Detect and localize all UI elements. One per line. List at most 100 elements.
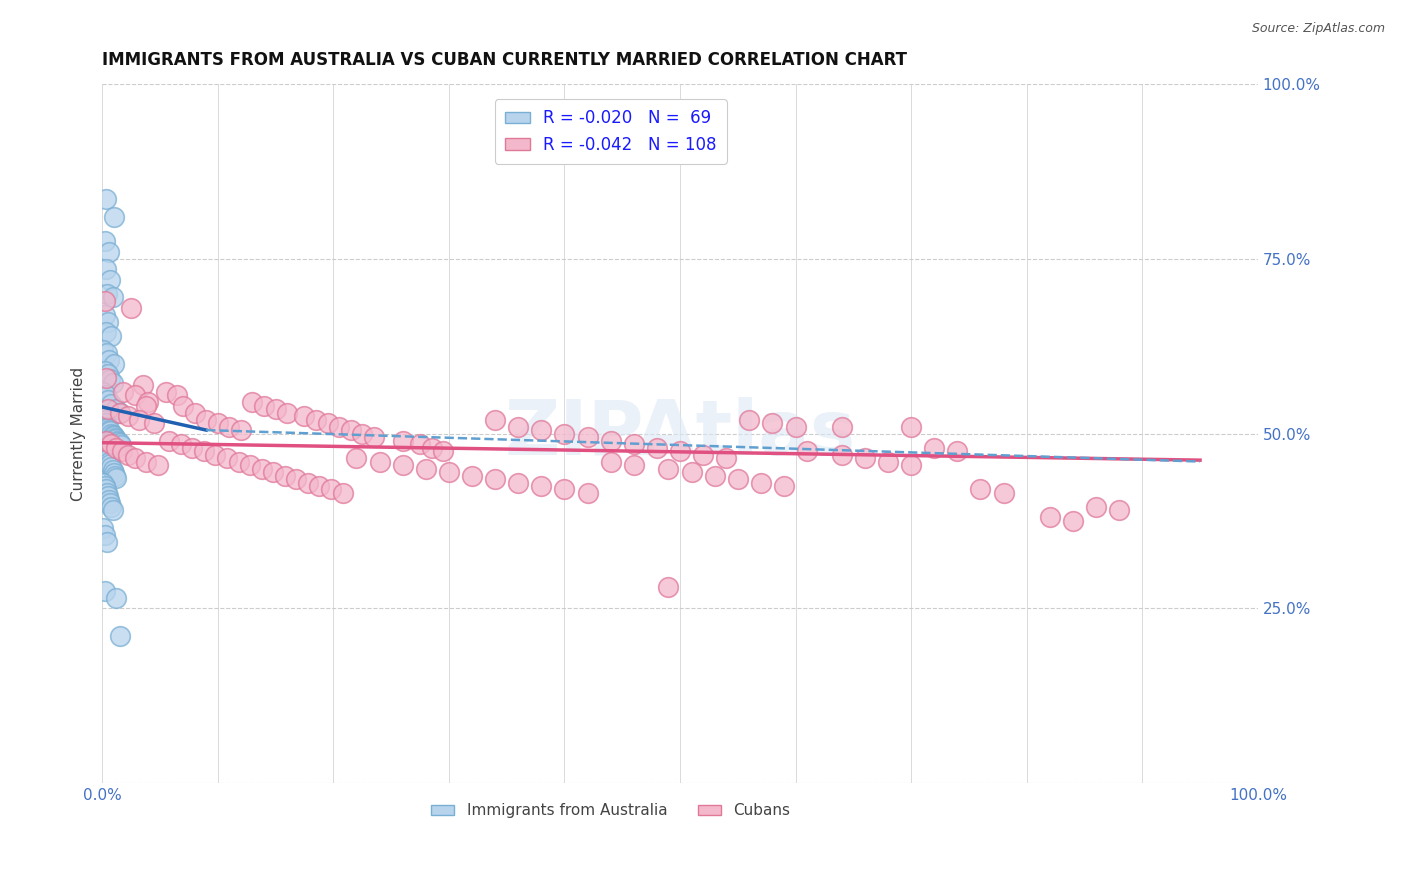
Point (553, 426, 575, 441)
Point (117, 448, 139, 462)
Point (157, 434, 180, 448)
Point (415, 461, 437, 475)
Point (93, 441, 115, 455)
Point (669, 444, 692, 458)
Point (94, 388, 117, 402)
Point (97, 402, 120, 417)
Point (391, 434, 413, 448)
Legend: Immigrants from Australia, Cubans: Immigrants from Australia, Cubans (426, 797, 796, 824)
Point (657, 580, 679, 594)
Point (922, 441, 945, 455)
Point (508, 475, 530, 490)
Point (128, 412, 150, 426)
Point (93, 443, 115, 458)
Point (143, 416, 166, 430)
Point (253, 399, 276, 413)
Point (96, 419, 118, 434)
Point (877, 454, 900, 468)
Point (193, 444, 215, 458)
Point (93, 521, 115, 535)
Point (229, 423, 252, 437)
Point (761, 416, 783, 430)
Point (796, 444, 818, 458)
Point (727, 472, 749, 486)
Point (105, 441, 128, 455)
Point (218, 419, 240, 434)
Point (98, 496, 121, 510)
Point (831, 419, 853, 434)
Point (328, 419, 350, 434)
Point (124, 451, 146, 466)
Point (97, 367, 120, 381)
Point (94, 446, 117, 460)
Point (97, 451, 120, 466)
Point (103, 210, 125, 224)
Point (308, 479, 330, 493)
Point (101, 376, 124, 391)
Point (97, 392, 120, 407)
Text: ZIPAtlas: ZIPAtlas (505, 397, 856, 471)
Point (297, 475, 319, 490)
Point (207, 416, 229, 430)
Point (508, 419, 530, 434)
Point (285, 472, 308, 486)
Point (111, 444, 134, 458)
Point (124, 388, 146, 402)
Point (692, 448, 714, 462)
Point (900, 458, 922, 472)
Point (108, 629, 131, 643)
Point (181, 441, 204, 455)
Point (93, 412, 115, 426)
Point (530, 479, 553, 493)
Point (93, 308, 115, 322)
Point (294, 409, 316, 423)
Point (135, 454, 157, 468)
Point (105, 591, 128, 605)
Point (93, 528, 115, 542)
Point (432, 444, 454, 458)
Point (172, 399, 194, 413)
Point (97, 490, 120, 504)
Point (94, 193, 117, 207)
Point (657, 461, 679, 475)
Point (339, 423, 361, 437)
Text: IMMIGRANTS FROM AUSTRALIA VS CUBAN CURRENTLY MARRIED CORRELATION CHART: IMMIGRANTS FROM AUSTRALIA VS CUBAN CURRE… (103, 51, 907, 69)
Point (461, 468, 484, 483)
Point (93, 343, 115, 357)
Point (305, 412, 328, 426)
Point (264, 402, 287, 417)
Point (96, 486, 118, 500)
Point (98, 244, 121, 259)
Point (703, 468, 725, 483)
Point (103, 357, 125, 371)
Point (105, 434, 128, 448)
Point (645, 441, 668, 455)
Point (120, 301, 142, 315)
Point (332, 486, 354, 500)
Point (100, 397, 122, 411)
Point (599, 434, 621, 448)
Point (738, 412, 761, 426)
Point (853, 451, 876, 466)
Point (108, 436, 131, 450)
Point (96, 535, 118, 549)
Point (946, 444, 969, 458)
Point (105, 432, 128, 446)
Point (599, 454, 621, 468)
Point (773, 479, 796, 493)
Point (107, 434, 129, 449)
Point (94, 262, 117, 277)
Point (576, 430, 599, 444)
Point (319, 483, 342, 497)
Point (98, 454, 121, 468)
Point (623, 458, 645, 472)
Point (97, 421, 120, 435)
Point (117, 409, 139, 423)
Point (352, 426, 374, 441)
Point (228, 454, 250, 468)
Point (409, 437, 432, 451)
Point (969, 483, 991, 497)
Point (316, 416, 339, 430)
Point (93, 235, 115, 249)
Point (94, 370, 117, 384)
